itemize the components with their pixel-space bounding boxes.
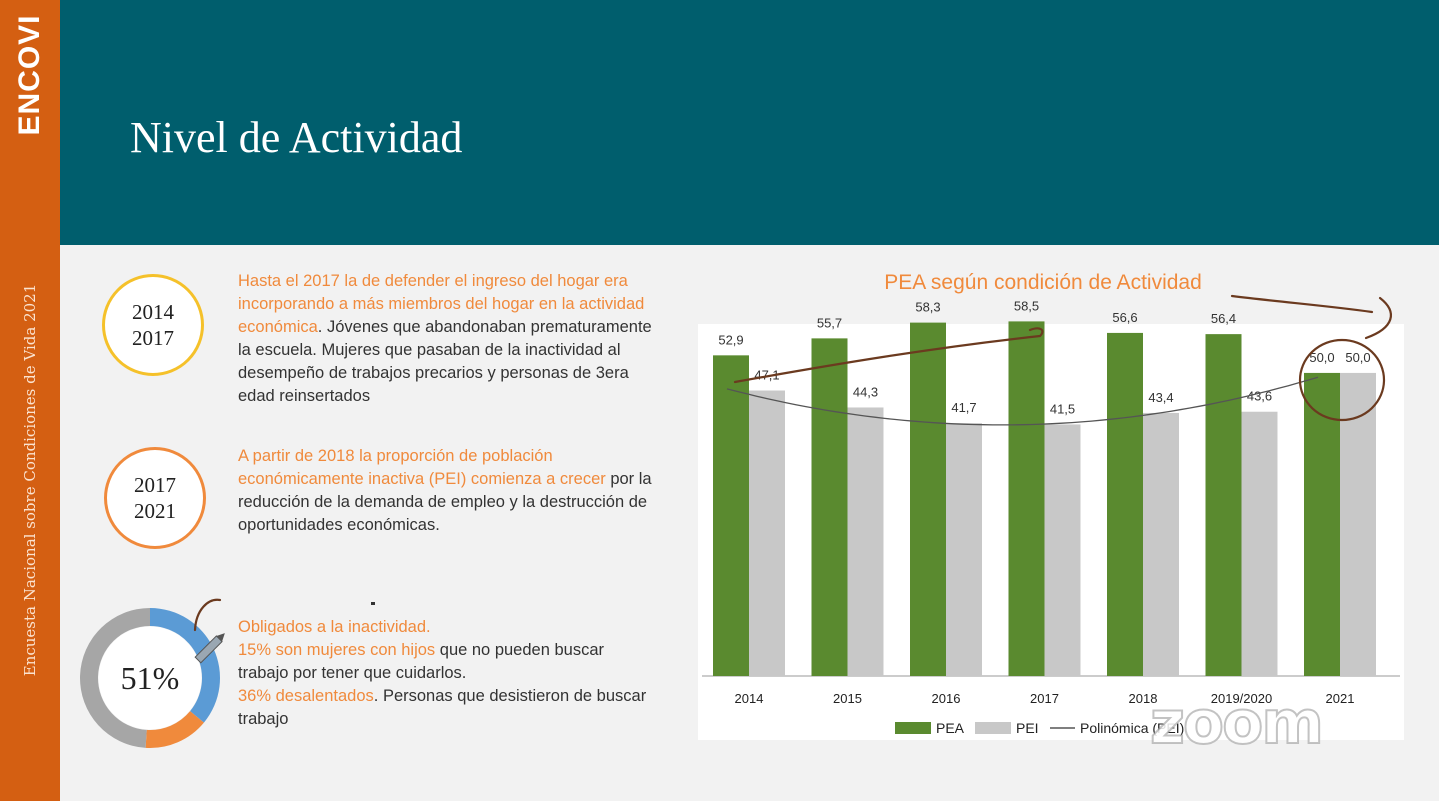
legend-swatch-pei [975,722,1011,734]
label-pea-2018: 56,6 [1112,310,1137,325]
label-pea-2021: 50,0 [1309,350,1334,365]
period1-text: Hasta el 2017 la de defender el ingreso … [238,270,658,408]
bar-pei-2014 [749,390,785,676]
zoom-watermark: zoom [1149,687,1325,759]
tick-2016: 2016 [932,691,961,706]
period-badge-2017-2021: 2017 2021 [104,447,206,549]
header-band: Nivel de Actividad [60,0,1439,245]
legend-label-trend: Polinómica (PEI) [1080,720,1184,736]
label-pei-2017: 41,5 [1050,401,1075,416]
tick-2014: 2014 [735,691,764,706]
label-pea-2016: 58,3 [915,300,940,315]
tick-2021: 2021 [1326,691,1355,706]
donut-segment-1 [145,711,204,748]
sidebar-vertical-text: Encuesta Nacional sobre Condiciones de V… [21,283,39,677]
label-pei-2015: 44,3 [853,384,878,399]
donut-hole [98,626,202,730]
trendline-pei [726,376,1319,426]
page-title: Nivel de Actividad [130,113,463,162]
tick-2019/2020: 2019/2020 [1211,691,1272,706]
label-pea-2017: 58,5 [1014,298,1039,313]
discouraged-rest: . Personas que desistieron de buscar tra… [238,687,647,728]
donut-percent-label: 51% [120,659,180,696]
period1-rest: . Jóvenes que abandonaban prematuramente… [238,318,652,405]
chart-title: PEA según condición de Actividad [884,271,1202,294]
legend-label-pei: PEI [1016,720,1039,736]
discouraged-highlight: 36% desalentados [238,687,374,705]
period-badge-2014-2017: 2014 2017 [102,274,204,376]
label-pea-2015: 55,7 [817,315,842,330]
bar-pei-2017 [1044,424,1081,676]
label-pei-2016: 41,7 [951,400,976,415]
legend-swatch-pea [895,722,931,734]
period1-highlight: Hasta el 2017 la de defender el ingreso … [238,272,645,336]
bar-pea-2021 [1304,372,1340,676]
bar-pea-2014 [713,355,749,676]
women-rest: que no pueden buscar trabajo por tener q… [238,641,604,682]
label-pea-2019/2020: 56,4 [1211,311,1236,326]
legend-label-pea: PEA [936,720,965,736]
pea-chart: PEA según condición de Actividad 52,9 47,1… [698,271,1404,740]
period-start: 2014 [132,300,174,324]
tick-2018: 2018 [1129,691,1158,706]
tick-2015: 2015 [833,691,862,706]
label-pea-2014: 52,9 [718,332,743,347]
bar-pei-2018 [1143,412,1179,676]
label-pei-2018: 43,4 [1148,390,1173,405]
period-start: 2017 [134,473,176,497]
period-end: 2021 [134,499,176,523]
donut-segment-2 [80,608,150,748]
inactivity-text: Obligados a la inactividad. 15% son mujer… [238,616,658,731]
label-pei-2021: 50,0 [1345,350,1370,365]
period-end: 2017 [132,326,174,350]
period2-text: A partir de 2018 la proporción de poblac… [238,445,658,537]
label-pei-2014: 47,1 [754,368,779,383]
bar-pea-2018 [1107,332,1143,676]
bar-pei-2016 [946,423,982,676]
period2-rest: por la reducción de la demanda de empleo… [238,470,652,534]
brand-logo: ENCOVI [8,10,52,140]
bar-pea-2016 [910,322,946,676]
women-highlight: 15% son mujeres con hijos [238,641,436,659]
tick-2017: 2017 [1030,691,1059,706]
bar-pei-2021 [1340,372,1376,676]
inactivity-heading: Obligados a la inactividad. [238,618,431,636]
sidebar: ENCOVI Encuesta Nacional sobre Condicion… [0,0,60,801]
period2-highlight: A partir de 2018 la proporción de poblac… [238,447,606,488]
label-pei-2019/2020: 43,6 [1247,389,1272,404]
brand-text: ENCOVI [13,14,46,136]
annotation-dot [371,602,375,605]
bar-pei-2015 [847,407,884,676]
bar-pea-2015 [811,338,848,676]
bar-pei-2019/2020 [1241,411,1278,676]
bar-pea-2019/2020 [1205,334,1242,676]
bar-pea-2017 [1008,321,1045,676]
